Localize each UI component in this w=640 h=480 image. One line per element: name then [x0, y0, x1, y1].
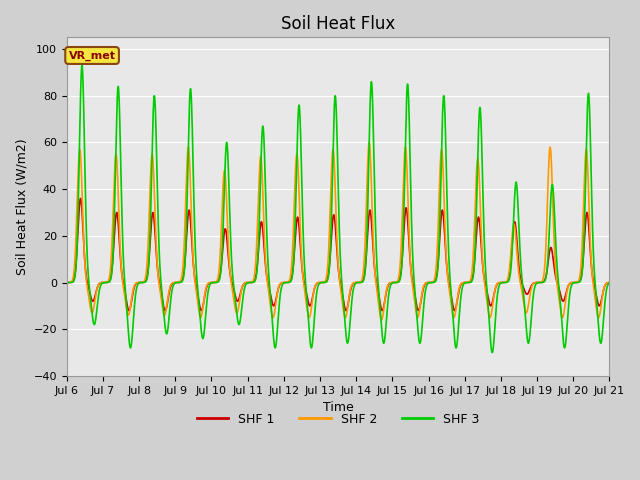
- SHF 3: [63, 280, 70, 286]
- SHF 1: [416, 304, 424, 310]
- SHF 1: [509, 228, 517, 234]
- SHF 3: [270, 341, 278, 347]
- SHF 1: [388, 280, 396, 286]
- SHF 1: [468, 277, 476, 283]
- Text: VR_met: VR_met: [68, 50, 116, 60]
- SHF 3: [388, 280, 396, 286]
- SHF 3: [488, 350, 496, 356]
- SHF 3: [509, 227, 517, 232]
- SHF 1: [77, 195, 84, 201]
- SHF 2: [416, 305, 424, 311]
- SHF 1: [162, 308, 170, 313]
- SHF 1: [378, 308, 386, 313]
- Title: Soil Heat Flux: Soil Heat Flux: [281, 15, 396, 33]
- SHF 3: [605, 280, 613, 286]
- SHF 2: [509, 224, 517, 229]
- SHF 2: [270, 312, 278, 318]
- SHF 2: [468, 270, 476, 276]
- SHF 2: [388, 280, 396, 286]
- SHF 3: [162, 326, 170, 332]
- SHF 3: [468, 278, 476, 284]
- X-axis label: Time: Time: [323, 401, 353, 414]
- SHF 3: [416, 340, 424, 346]
- SHF 2: [161, 311, 169, 316]
- SHF 1: [270, 302, 278, 308]
- Line: SHF 3: SHF 3: [67, 65, 609, 353]
- Line: SHF 1: SHF 1: [67, 198, 609, 311]
- Y-axis label: Soil Heat Flux (W/m2): Soil Heat Flux (W/m2): [15, 138, 28, 275]
- SHF 1: [63, 280, 70, 286]
- Legend: SHF 1, SHF 2, SHF 3: SHF 1, SHF 2, SHF 3: [191, 408, 484, 431]
- SHF 2: [378, 317, 385, 323]
- SHF 1: [605, 280, 613, 286]
- SHF 2: [605, 280, 613, 286]
- SHF 2: [365, 140, 373, 145]
- SHF 3: [78, 62, 86, 68]
- SHF 2: [63, 280, 70, 286]
- Line: SHF 2: SHF 2: [67, 143, 609, 320]
